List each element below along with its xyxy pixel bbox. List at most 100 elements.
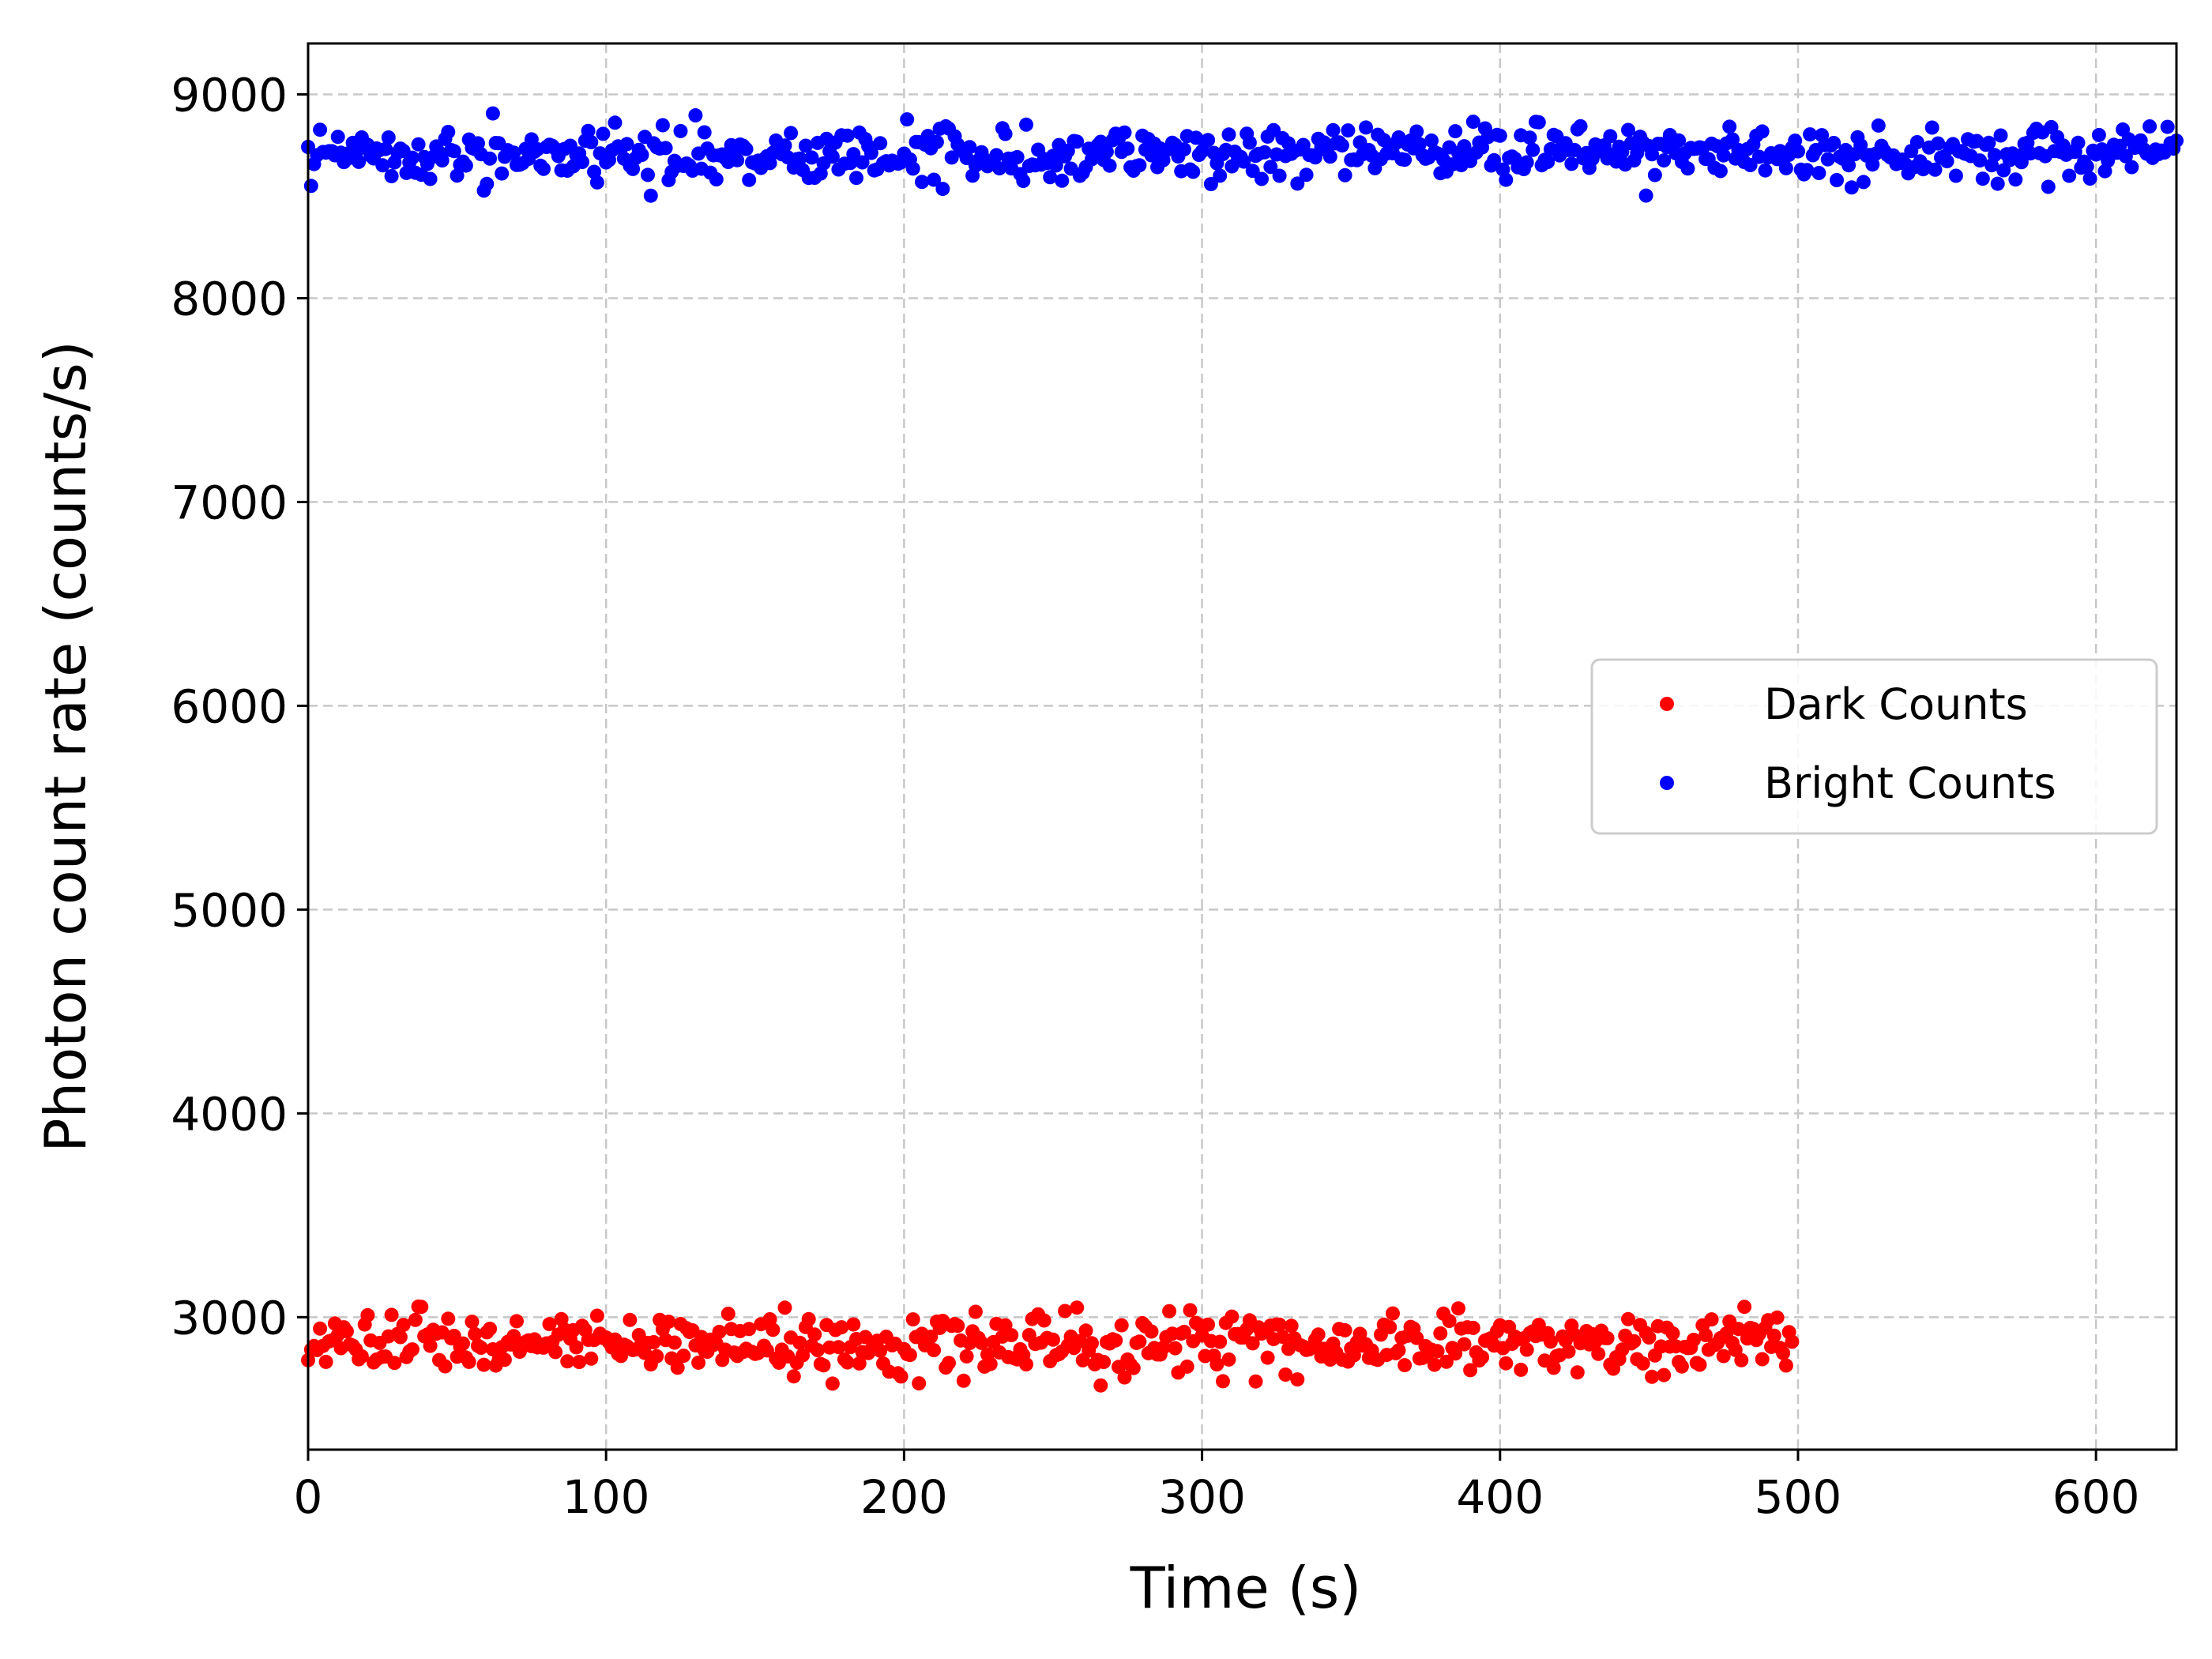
legend-marker-bright-counts bbox=[1660, 776, 1674, 790]
data-point-dark-counts bbox=[1290, 1372, 1305, 1387]
data-point-bright-counts bbox=[450, 168, 465, 183]
data-point-dark-counts bbox=[569, 1340, 584, 1355]
x-gridlines bbox=[604, 43, 2097, 1450]
data-point-dark-counts bbox=[387, 1356, 402, 1371]
data-point-bright-counts bbox=[1621, 122, 1635, 137]
data-point-bright-counts bbox=[1424, 133, 1439, 148]
data-point-bright-counts bbox=[1242, 135, 1257, 150]
data-point-bright-counts bbox=[1465, 115, 1480, 130]
data-point-bright-counts bbox=[1359, 120, 1373, 135]
data-point-bright-counts bbox=[1043, 170, 1058, 185]
data-point-bright-counts bbox=[1778, 160, 1793, 175]
data-point-dark-counts bbox=[1778, 1358, 1793, 1373]
data-point-dark-counts bbox=[807, 1327, 822, 1342]
data-point-bright-counts bbox=[1856, 175, 1871, 190]
y-axis-label: Photon count rate (counts/s) bbox=[32, 340, 99, 1153]
data-point-dark-counts bbox=[646, 1335, 661, 1349]
data-point-bright-counts bbox=[2142, 119, 2157, 134]
x-tick-label: 600 bbox=[2052, 1470, 2140, 1524]
data-point-dark-counts bbox=[340, 1324, 354, 1339]
data-point-bright-counts bbox=[1457, 139, 1472, 154]
data-point-bright-counts bbox=[1412, 137, 1427, 152]
data-point-bright-counts bbox=[506, 145, 521, 160]
data-point-dark-counts bbox=[1278, 1367, 1293, 1382]
data-point-dark-counts bbox=[1570, 1365, 1585, 1380]
data-point-dark-counts bbox=[905, 1312, 920, 1327]
data-point-bright-counts bbox=[1334, 138, 1349, 153]
data-point-dark-counts bbox=[313, 1321, 328, 1336]
data-point-bright-counts bbox=[1487, 152, 1502, 167]
data-point-dark-counts bbox=[1398, 1358, 1413, 1373]
data-point-dark-counts bbox=[956, 1373, 971, 1388]
data-point-dark-counts bbox=[1179, 1359, 1194, 1374]
data-point-bright-counts bbox=[1019, 117, 1033, 132]
data-point-dark-counts bbox=[1448, 1346, 1463, 1361]
data-point-dark-counts bbox=[441, 1311, 456, 1326]
data-point-bright-counts bbox=[1680, 161, 1695, 176]
data-point-bright-counts bbox=[1803, 127, 1818, 142]
data-point-dark-counts bbox=[959, 1349, 974, 1364]
data-point-bright-counts bbox=[935, 182, 950, 197]
data-point-bright-counts bbox=[1048, 158, 1063, 173]
data-point-bright-counts bbox=[1326, 122, 1341, 137]
data-point-dark-counts bbox=[1543, 1334, 1558, 1349]
data-point-dark-counts bbox=[396, 1318, 411, 1333]
y-tick-label: 6000 bbox=[171, 679, 288, 733]
data-point-bright-counts bbox=[378, 141, 393, 156]
data-point-bright-counts bbox=[992, 161, 1007, 176]
data-point-bright-counts bbox=[458, 158, 473, 173]
data-point-dark-counts bbox=[1600, 1330, 1615, 1345]
x-tick-label: 200 bbox=[860, 1470, 948, 1524]
data-point-bright-counts bbox=[784, 126, 799, 141]
data-point-bright-counts bbox=[905, 161, 920, 176]
data-point-bright-counts bbox=[1909, 135, 1924, 149]
data-point-dark-counts bbox=[676, 1349, 691, 1364]
data-point-bright-counts bbox=[1788, 134, 1803, 149]
data-point-dark-counts bbox=[902, 1348, 917, 1363]
data-point-bright-counts bbox=[1645, 147, 1660, 162]
data-point-bright-counts bbox=[1725, 132, 1740, 147]
data-point-dark-counts bbox=[1311, 1327, 1326, 1342]
data-point-bright-counts bbox=[1213, 168, 1228, 183]
x-tick-label: 0 bbox=[294, 1470, 323, 1524]
data-point-bright-counts bbox=[1830, 173, 1844, 187]
data-point-bright-counts bbox=[1221, 127, 1236, 142]
data-point-dark-counts bbox=[1245, 1336, 1260, 1351]
data-point-bright-counts bbox=[1975, 171, 1990, 186]
data-point-bright-counts bbox=[1713, 164, 1728, 179]
data-point-dark-counts bbox=[950, 1319, 965, 1334]
data-point-dark-counts bbox=[623, 1312, 638, 1327]
data-point-bright-counts bbox=[1341, 123, 1356, 138]
data-point-dark-counts bbox=[801, 1311, 816, 1326]
data-point-dark-counts bbox=[759, 1343, 774, 1358]
data-point-dark-counts bbox=[1248, 1374, 1263, 1389]
data-point-bright-counts bbox=[730, 152, 745, 167]
data-point-dark-counts bbox=[1692, 1357, 1707, 1372]
data-point-dark-counts bbox=[1221, 1352, 1236, 1367]
data-point-dark-counts bbox=[1657, 1367, 1672, 1382]
data-point-dark-counts bbox=[1337, 1322, 1352, 1337]
data-point-dark-counts bbox=[1260, 1350, 1275, 1365]
data-point-bright-counts bbox=[849, 171, 863, 186]
data-point-dark-counts bbox=[354, 1349, 369, 1364]
data-point-bright-counts bbox=[1263, 160, 1278, 175]
data-point-dark-counts bbox=[414, 1300, 429, 1315]
data-point-bright-counts bbox=[777, 138, 792, 153]
data-point-bright-counts bbox=[873, 136, 888, 151]
data-point-bright-counts bbox=[2071, 135, 2086, 150]
data-point-bright-counts bbox=[1525, 142, 1540, 157]
data-point-dark-counts bbox=[1737, 1300, 1752, 1315]
data-point-dark-counts bbox=[1776, 1345, 1791, 1360]
data-point-bright-counts bbox=[584, 135, 599, 149]
data-point-dark-counts bbox=[852, 1356, 867, 1371]
data-point-dark-counts bbox=[670, 1360, 685, 1375]
data-point-bright-counts bbox=[1016, 174, 1031, 188]
data-point-bright-counts bbox=[446, 144, 461, 159]
data-point-dark-counts bbox=[1019, 1357, 1033, 1371]
legend-box bbox=[1590, 658, 2158, 835]
data-point-dark-counts bbox=[968, 1304, 983, 1319]
data-point-bright-counts bbox=[1630, 145, 1645, 160]
data-point-bright-counts bbox=[1924, 120, 1939, 135]
data-point-bright-counts bbox=[1871, 118, 1886, 133]
data-point-dark-counts bbox=[1766, 1328, 1781, 1343]
